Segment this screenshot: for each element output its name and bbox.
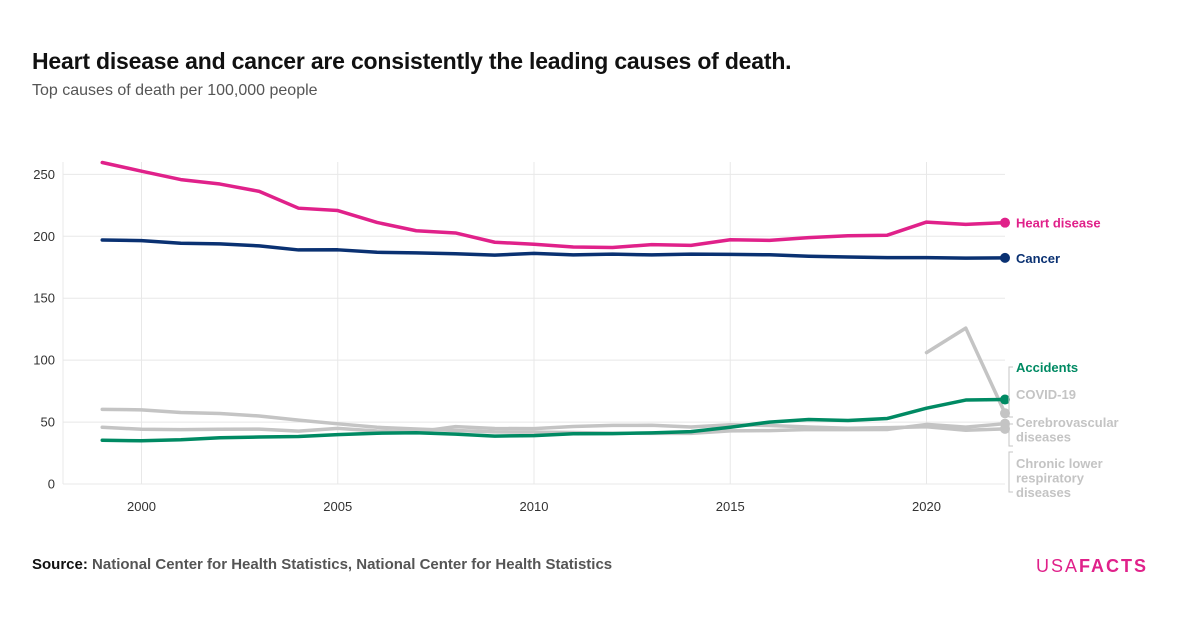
chart-title: Heart disease and cancer are consistentl… [32,48,792,74]
x-tick-label: 2010 [520,499,549,514]
stroke-label: diseases [1016,430,1071,445]
accidents-endpoint-marker [1000,394,1010,405]
label-bracket-upper [1008,366,1013,418]
series-label-layer: Heart disease Cancer Accidents COVID-19 Cere… [1008,216,1119,500]
logo-usa: USA [1035,556,1079,576]
grey-series-layer [100,326,1010,436]
y-tick-label: 50 [41,415,55,430]
y-tick-label: 150 [33,291,55,306]
stroke-label: Cerebrovascular [1016,415,1119,430]
cancer-endpoint-marker [1000,252,1010,263]
y-tick-label: 0 [48,477,55,492]
logo-facts: FACTS [1078,556,1148,576]
x-tick-label: 2000 [127,499,156,514]
covid-label: COVID-19 [1016,387,1076,402]
main-series-layer [100,160,1010,443]
heart-label: Heart disease [1016,216,1101,231]
clrd-line [100,423,1007,434]
clrd-label: Chronic lower [1016,456,1103,471]
accidents-line [100,397,1007,443]
source-text: National Center for Health Statistics, N… [92,556,613,573]
covid-endpoint-marker [1000,408,1010,419]
heart-endpoint-marker [1000,217,1010,228]
y-tick-label: 250 [33,167,55,182]
cancer-label: Cancer [1016,251,1060,266]
label-bracket-lower [1008,451,1013,493]
x-tick-label: 2005 [323,499,352,514]
accidents-label: Accidents [1016,360,1078,375]
x-tick-label: 2020 [912,499,941,514]
source-note: Source: National Center for Health Stati… [32,556,612,573]
source-label: Source: [32,556,88,573]
clrd-endpoint-marker [1000,423,1010,434]
y-tick-label: 100 [33,353,55,368]
x-tick-label: 2015 [716,499,745,514]
axis-layer: 0 50 100 150 200 250 2000 2005 2010 2015 2020 [33,167,941,514]
cancer-line [100,238,1007,260]
label-bracket-middle [1008,423,1013,447]
covid-line [924,326,1007,416]
heart-line [100,160,1007,250]
usafacts-logo[interactable]: USAFACTS [1036,556,1148,577]
chart-subtitle: Top causes of death per 100,000 people [32,82,318,99]
clrd-label: respiratory [1016,471,1085,486]
clrd-label: diseases [1016,485,1071,500]
y-tick-label: 200 [33,229,55,244]
